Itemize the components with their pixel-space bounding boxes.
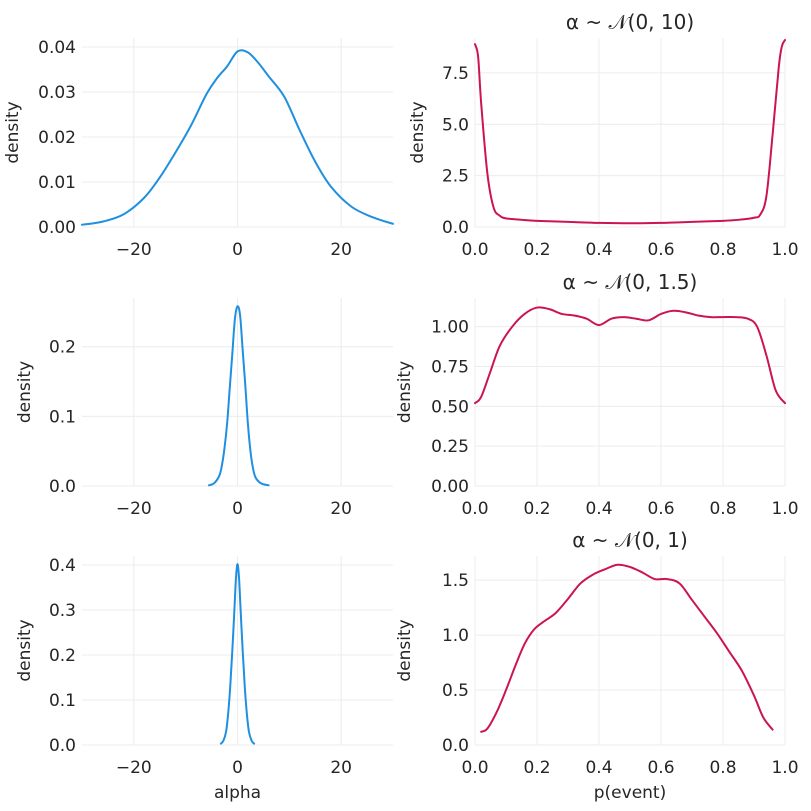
alpha-panel-3-y-axis-label: density <box>15 619 35 681</box>
pevent-panel-1-density-line <box>474 39 786 225</box>
pevent-panel-2-x-tick-label: 1.0 <box>771 499 798 519</box>
alpha-panel-1-y-tick-label: 0.02 <box>38 128 76 148</box>
pevent-panel-2-y-tick-label: 0.00 <box>431 477 469 497</box>
alpha-panel-3-x-tick-label: −20 <box>116 758 152 778</box>
pevent-panel-2-y-axis-label: density <box>395 361 415 423</box>
pevent-panel-1: 0.0 0.2 0.4 0.6 0.8 1.0 0.0 2.5 5.0 7.5 density α ~… <box>408 10 799 260</box>
alpha-panel-3-x-tick-label: 0 <box>232 758 243 778</box>
alpha-panel-1-x-tick-label: −20 <box>116 240 152 260</box>
pevent-panel-2-y-tick-label: 0.75 <box>431 358 469 378</box>
alpha-panel-1-y-axis-label: density <box>3 101 23 163</box>
pevent-panel-2-x-tick-label: 0.0 <box>461 499 488 519</box>
pevent-panel-2-y-tick-label: 1.00 <box>431 318 469 338</box>
alpha-panel-3-y-tick-label: 0.3 <box>49 601 76 621</box>
pevent-panel-2-x-tick-label: 0.2 <box>523 499 550 519</box>
pevent-panel-1-x-tick-label: 0.8 <box>709 240 736 260</box>
pevent-panel-3-x-tick-label: 0.4 <box>585 758 612 778</box>
alpha-panel-1-y-tick-label: 0.00 <box>38 218 76 238</box>
pevent-panel-1-y-tick-label: 7.5 <box>442 64 469 84</box>
pevent-panel-3-x-tick-label: 1.0 <box>771 758 798 778</box>
alpha-panel-2-y-axis-label: density <box>15 361 35 423</box>
pevent-panel-2-x-tick-label: 0.6 <box>647 499 674 519</box>
pevent-panel-3-y-tick-label: 1.5 <box>442 571 469 591</box>
pevent-panel-1-x-tick-label: 0.6 <box>647 240 674 260</box>
pevent-panel-3-y-axis-label: density <box>395 619 415 681</box>
alpha-panel-3-x-axis-label: alpha <box>214 783 261 803</box>
pevent-panel-3-title: α ~ 𝒩(0, 1) <box>572 528 688 552</box>
alpha-panel-3-y-tick-label: 0.2 <box>49 646 76 666</box>
pevent-panel-3-y-tick-label: 1.0 <box>442 626 469 646</box>
pevent-panel-1-x-tick-label: 0.2 <box>523 240 550 260</box>
alpha-panel-1-y-tick-label: 0.04 <box>38 38 76 58</box>
alpha-panel-1-x-tick-label: 0 <box>232 240 243 260</box>
alpha-panel-2-x-tick-label: 0 <box>232 499 243 519</box>
alpha-panel-2-x-tick-label: 20 <box>330 499 352 519</box>
alpha-panel-3-y-tick-label: 0.4 <box>49 556 76 576</box>
pevent-panel-2-y-tick-label: 0.25 <box>431 437 469 457</box>
alpha-panel-3-x-tick-label: 20 <box>330 758 352 778</box>
pevent-panel-2-title: α ~ 𝒩(0, 1.5) <box>563 270 698 294</box>
alpha-panel-1-density-line <box>81 49 394 226</box>
pevent-panel-3-x-tick-label: 0.8 <box>709 758 736 778</box>
pevent-panel-1-x-tick-label: 0.4 <box>585 240 612 260</box>
pevent-panel-1-y-tick-label: 0.0 <box>442 218 469 238</box>
alpha-panel-2-density-line <box>207 305 270 487</box>
pevent-panel-1-y-tick-label: 5.0 <box>442 115 469 135</box>
pevent-panel-2-density-line <box>474 306 786 405</box>
alpha-panel-3: −20 0 20 0.0 0.1 0.2 0.3 0.4 density alpha <box>15 556 393 803</box>
alpha-panel-2-y-tick-label: 0.2 <box>49 338 76 358</box>
alpha-panel-2: −20 0 20 0.0 0.1 0.2 density <box>15 298 393 519</box>
pevent-panel-2-x-tick-label: 0.8 <box>709 499 736 519</box>
pevent-panel-3-y-tick-label: 0.5 <box>442 681 469 701</box>
pevent-panel-3-density-line <box>480 563 774 733</box>
pevent-panel-1-x-tick-label: 0.0 <box>461 240 488 260</box>
pevent-panel-2-y-tick-label: 0.50 <box>431 397 469 417</box>
alpha-panel-1-x-tick-label: 20 <box>330 240 352 260</box>
pevent-panel-2: 0.0 0.2 0.4 0.6 0.8 1.0 0.00 0.25 0.50 0.75 1.00 de… <box>395 270 799 519</box>
pevent-panel-2-x-tick-label: 0.4 <box>585 499 612 519</box>
alpha-panel-1-y-tick-label: 0.01 <box>38 173 76 193</box>
alpha-panel-2-x-tick-label: −20 <box>116 499 152 519</box>
pevent-panel-3-x-tick-label: 0.2 <box>523 758 550 778</box>
pevent-panel-3-x-tick-label: 0.6 <box>647 758 674 778</box>
pevent-panel-3-x-tick-label: 0.0 <box>461 758 488 778</box>
alpha-panel-2-y-tick-label: 0.0 <box>49 477 76 497</box>
alpha-panel-3-y-tick-label: 0.1 <box>49 691 76 711</box>
pevent-panel-1-y-axis-label: density <box>408 101 428 163</box>
alpha-panel-3-y-tick-label: 0.0 <box>49 736 76 756</box>
pevent-panel-3-y-tick-label: 0.0 <box>442 736 469 756</box>
alpha-panel-3-density-line <box>219 563 256 745</box>
alpha-panel-2-y-tick-label: 0.1 <box>49 407 76 427</box>
pevent-panel-1-y-tick-label: 2.5 <box>442 167 469 187</box>
pevent-panel-3-x-axis-label: p(event) <box>594 783 666 803</box>
alpha-panel-1-y-tick-label: 0.03 <box>38 83 76 103</box>
pevent-panel-1-x-tick-label: 1.0 <box>771 240 798 260</box>
pevent-panel-1-title: α ~ 𝒩(0, 10) <box>566 10 694 34</box>
alpha-panel-1: −20 0 20 0.00 0.01 0.02 0.03 0.04 density <box>3 38 394 260</box>
pevent-panel-3: 0.0 0.2 0.4 0.6 0.8 1.0 0.0 0.5 1.0 1.5 density p(e… <box>395 528 799 803</box>
